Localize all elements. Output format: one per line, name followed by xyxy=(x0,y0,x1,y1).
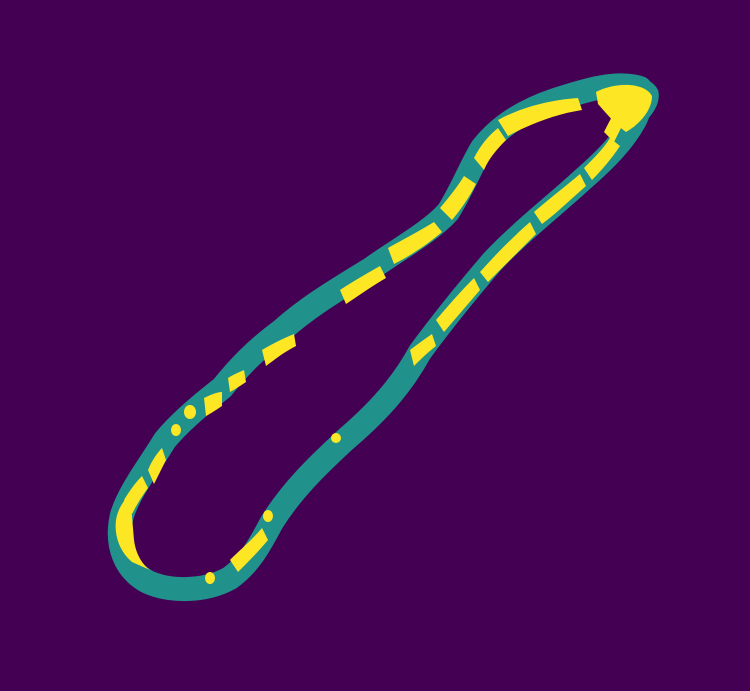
inner-band-region xyxy=(115,84,652,584)
inner-band-bottom xyxy=(115,494,150,570)
inner-band-tip xyxy=(596,84,652,132)
